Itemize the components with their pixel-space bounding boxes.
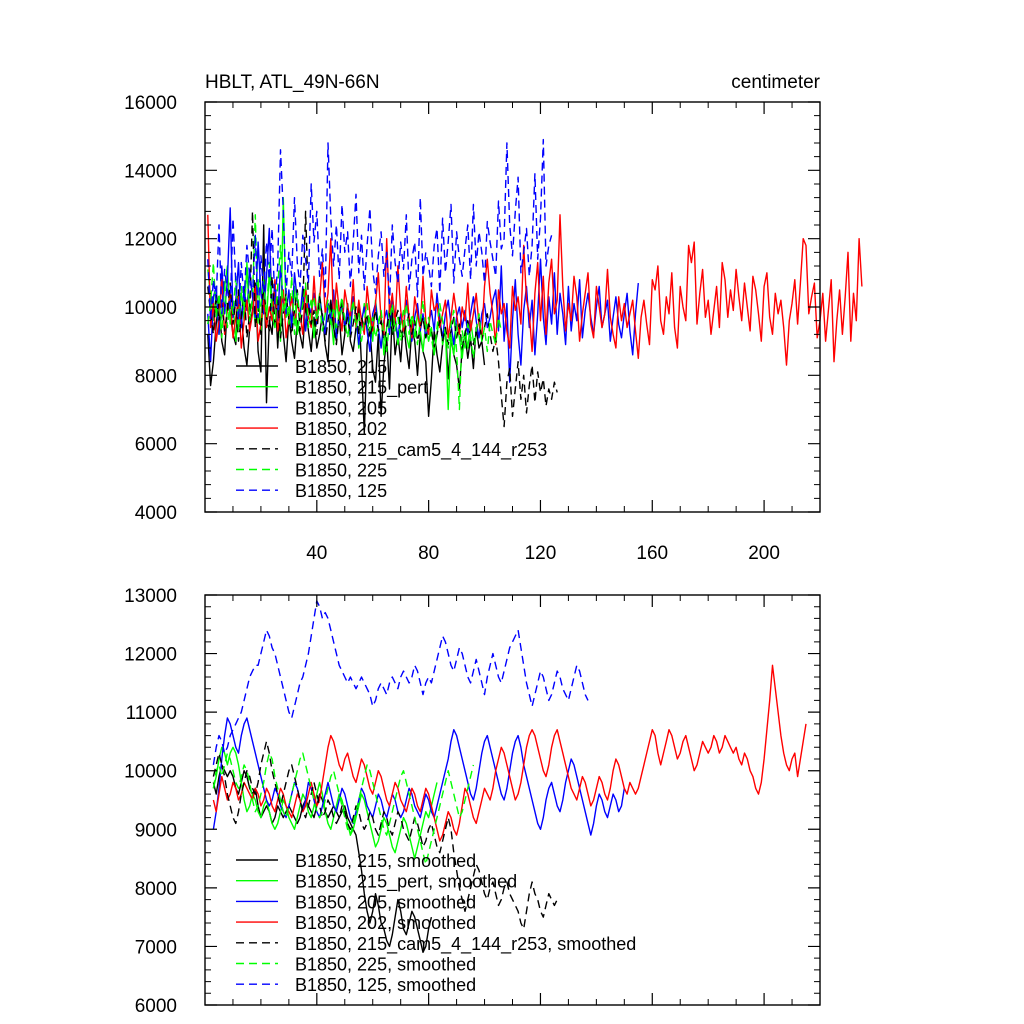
bottom-legend-label: B1850, 225, smoothed (295, 955, 476, 975)
top-x-tick-label: 40 (306, 543, 327, 564)
top-y-tick-label: 16000 (124, 93, 177, 114)
bottom-legend-label: B1850, 215, smoothed (295, 851, 476, 871)
bottom-y-tick-label: 6000 (135, 996, 177, 1017)
bottom-series-b1850-202-smoothed (212, 664, 807, 842)
bottom-y-tick-label: 9000 (135, 820, 177, 841)
top-chart-unit-label: centimeter (731, 72, 820, 93)
top-y-tick-label: 4000 (135, 503, 177, 524)
bottom-chart-panel: 6000 7000 8000 9000 10000 11000 12000 13000 B18… (124, 586, 821, 1017)
top-x-tick-label: 160 (636, 543, 668, 564)
top-legend-label: B1850, 202 (295, 419, 387, 439)
top-legend-label: B1850, 215_pert (295, 378, 428, 399)
top-y-tick-label: 14000 (124, 161, 177, 182)
bottom-legend-label: B1850, 215_pert, smoothed (295, 872, 517, 893)
bottom-y-tick-label: 12000 (124, 645, 177, 666)
top-series-b1850-125-dashed (207, 138, 553, 322)
top-y-tick-label: 8000 (135, 366, 177, 387)
bottom-y-tick-label: 10000 (124, 762, 177, 783)
bottom-series-b1850-225-smoothed-dashed (212, 752, 475, 866)
top-x-tick-label: 200 (748, 543, 780, 564)
top-legend-label: B1850, 225 (295, 461, 387, 481)
bottom-legend-label: B1850, 125, smoothed (295, 975, 476, 995)
top-x-tick-label: 120 (525, 543, 557, 564)
top-series-b1850-225-dashed (207, 214, 502, 411)
bottom-legend-label: B1850, 202, smoothed (295, 913, 476, 933)
top-legend-label: B1850, 125 (295, 481, 387, 501)
top-chart-title: HBLT, ATL_49N-66N (205, 72, 380, 93)
top-y-tick-label: 10000 (124, 298, 177, 319)
top-x-tick-label: 80 (418, 543, 439, 564)
bottom-series-b1850-125-smoothed-dashed (212, 600, 589, 766)
top-chart-panel: HBLT, ATL_49N-66N centimeter 40 80 120 160 2… (124, 72, 863, 564)
top-y-tick-label: 6000 (135, 435, 177, 456)
top-legend-label: B1850, 215_cam5_4_144_r253 (295, 440, 547, 461)
top-y-tick-label: 12000 (124, 230, 177, 251)
bottom-legend-label: B1850, 215_cam5_4_144_r253, smoothed (295, 934, 636, 955)
top-legend-label: B1850, 205 (295, 398, 387, 418)
bottom-y-tick-label: 13000 (124, 586, 177, 607)
bottom-y-tick-label: 11000 (126, 703, 177, 724)
bottom-legend-label: B1850, 205, smoothed (295, 892, 476, 912)
top-series-b1850-202 (207, 214, 863, 366)
bottom-y-tick-label: 7000 (135, 937, 177, 958)
bottom-series-b1850-215-smoothed (212, 764, 433, 953)
top-legend-label: B1850, 215 (295, 357, 387, 377)
bottom-series-b1850-215-cam5-4-144-r253-smoothed-dashed (212, 740, 558, 930)
bottom-y-tick-label: 8000 (135, 879, 177, 900)
